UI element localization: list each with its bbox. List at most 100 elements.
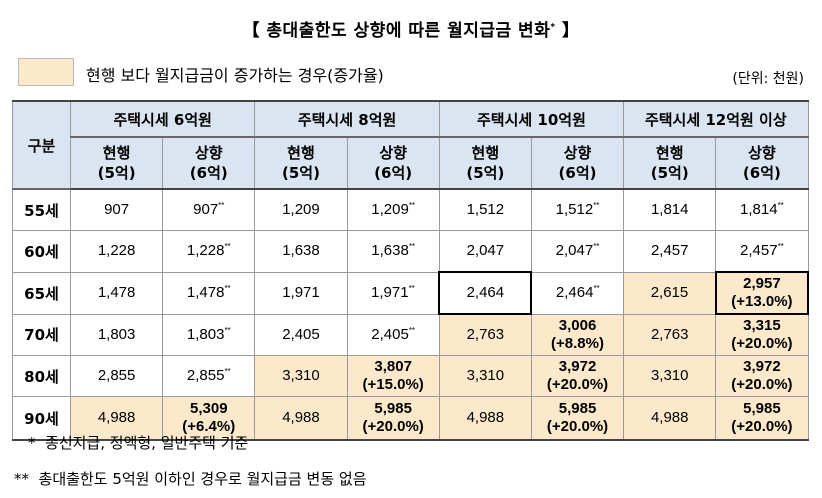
unchanged-mark: ** — [593, 201, 600, 210]
corner-header: 구분 — [12, 100, 71, 190]
cell-value: 2,457 — [650, 242, 689, 260]
table-cell: 1,228 — [69, 230, 164, 273]
table-cell: 4,988 — [438, 396, 532, 441]
table-cell: 2,047** — [530, 230, 625, 273]
table-cell: 5,985 (+20.0%) — [346, 396, 440, 441]
unchanged-mark: ** — [408, 242, 416, 252]
subheader-amount: (5억) — [281, 164, 320, 182]
cell-increase-rate: (+20.0%) — [546, 418, 609, 435]
cell-increase-rate: (+20.0%) — [731, 376, 793, 393]
cell-value: 3,972 — [743, 358, 781, 375]
subheader-amount: (6억) — [189, 164, 228, 182]
unchanged-mark: ** — [224, 284, 231, 293]
table-cell: 4,988 — [69, 396, 164, 441]
table-cell: 1,512 — [438, 188, 532, 231]
unchanged-mark: ** — [218, 201, 225, 210]
table-cell: 5,309 (+6.4%) — [162, 396, 256, 441]
cell-value: 1,638 — [371, 242, 409, 260]
cell-value: 4,988 — [650, 409, 689, 426]
unchanged-mark: ** — [777, 242, 784, 251]
table-cell: 1,971** — [346, 271, 440, 315]
table-cell: 1,971 — [254, 271, 348, 315]
table-cell: 5,985 (+20.0%) — [715, 396, 809, 441]
table-row: 70세 1,803 1,803** 2,405 2,405** 2,763 3,006 (+8… — [12, 313, 809, 356]
unchanged-mark: ** — [777, 201, 784, 210]
cell-value: 2,763 — [650, 325, 689, 343]
cell-value: 3,310 — [650, 367, 689, 384]
cell-value: 2,957 — [743, 275, 781, 292]
cell-value: 1,971 — [371, 284, 409, 301]
cell-value: 2,047 — [466, 242, 505, 259]
table-cell: 907 — [69, 188, 164, 231]
subheader-amount: (6억) — [742, 164, 781, 182]
table-cell: 1,478** — [162, 271, 256, 315]
cell-value: 1,638 — [282, 242, 320, 260]
subheader-label: 상향 — [379, 144, 407, 162]
table-cell: 1,209 — [254, 188, 348, 231]
title-footnote-mark: * — [550, 22, 556, 33]
legend-text: 현행 보다 월지급금이 증가하는 경우(증가율) — [86, 66, 384, 85]
table-cell: 3,807 (+15.0%) — [346, 355, 440, 397]
cell-increase-rate: (+13.0%) — [731, 293, 793, 310]
subheader-raised-3: 상향 (6억) — [715, 136, 809, 190]
cell-value: 1,803 — [186, 325, 225, 343]
cell-value: 2,457 — [740, 242, 778, 259]
table-cell: 2,855** — [162, 355, 256, 397]
unchanged-mark: ** — [593, 242, 600, 252]
subheader-amount: (5억) — [97, 164, 136, 182]
subheader-current-2: 현행 (5억) — [438, 136, 532, 190]
table-cell: 1,638 — [254, 230, 348, 273]
cell-value: 1,512 — [555, 201, 594, 218]
row-age-label: 55세 — [12, 188, 71, 231]
cell-value: 3,310 — [466, 367, 505, 384]
table-cell: 3,315 (+20.0%) — [715, 313, 809, 356]
unchanged-mark: ** — [408, 201, 416, 210]
cell-value: 1,803 — [97, 325, 136, 343]
subheader-amount: (6억) — [374, 164, 413, 182]
cell-value: 907 — [104, 201, 130, 218]
cell-value: 2,047 — [555, 242, 594, 260]
table-cell: 2,405** — [346, 313, 440, 356]
cell-value: 907 — [193, 201, 219, 218]
cell-value: 1,971 — [282, 284, 320, 301]
cell-value: 3,972 — [558, 358, 597, 375]
subheader-amount: (5억) — [650, 164, 689, 182]
table-cell: 4,988 — [254, 396, 348, 441]
table-cell: 1,228** — [162, 230, 256, 273]
cell-value: 1,512 — [466, 201, 505, 218]
cell-value: 1,478 — [97, 284, 136, 301]
subheader-label: 상향 — [748, 144, 776, 162]
unchanged-mark: ** — [593, 284, 600, 293]
cell-value: 2,763 — [466, 326, 505, 343]
subheader-raised-2: 상향 (6억) — [530, 136, 625, 190]
cell-value: 1,478 — [186, 284, 225, 301]
subheader-current-0: 현행 (5억) — [69, 136, 164, 190]
cell-value: 3,006 — [558, 316, 597, 334]
table-cell: 3,972 (+20.0%) — [530, 355, 625, 397]
cell-increase-rate: (+15.0%) — [362, 376, 424, 393]
table-cell: 2,957 (+13.0%) — [714, 271, 810, 315]
table-cell: 3,006 (+8.8%) — [530, 313, 625, 356]
table-cell: 2,763 — [623, 313, 717, 356]
cell-value: 4,988 — [282, 409, 320, 426]
table-cell: 3,310 — [623, 355, 717, 397]
row-age-label: 80세 — [12, 355, 71, 397]
payment-table: 구분 주택시세 6억원 주택시세 8억원 주택시세 10억원 주택시세 12억원… — [12, 100, 810, 441]
subheader-label: 현행 — [102, 144, 131, 162]
subheader-amount: (6억) — [558, 164, 597, 182]
table-cell: 2,615 — [623, 271, 717, 315]
cell-value: 1,228 — [186, 242, 225, 260]
cell-value: 2,615 — [650, 284, 689, 301]
unit-label: (단위: 천원) — [732, 71, 804, 87]
table-cell: 1,803** — [162, 313, 256, 356]
subheader-label: 현행 — [655, 144, 684, 162]
unchanged-mark: ** — [224, 325, 231, 335]
footnote-2: ** 총대출한도 5억원 이하인 경우로 월지급금 변동 없음 — [14, 470, 367, 488]
table-cell: 1,478 — [69, 271, 164, 315]
table-cell: 2,464** — [530, 271, 625, 315]
table-cell: 2,047 — [438, 230, 532, 273]
unchanged-mark: ** — [408, 325, 416, 335]
group-header-10: 주택시세 10억원 — [438, 100, 625, 138]
cell-value: 1,209 — [371, 201, 409, 218]
table-row: 60세 1,228 1,228** 1,638 1,638** 2,047 2,047** 2… — [12, 230, 809, 273]
